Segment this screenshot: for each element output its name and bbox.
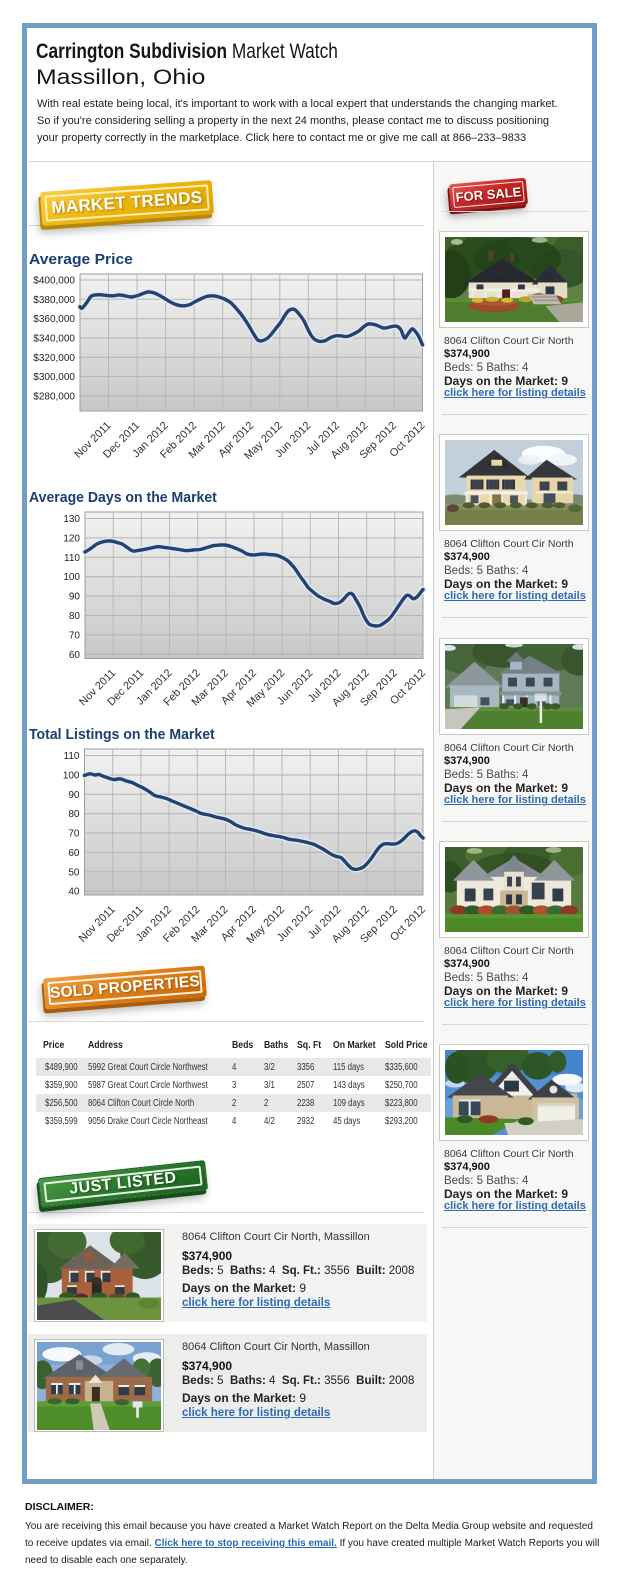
svg-text:110: 110 (64, 553, 80, 564)
svg-text:$360,000: $360,000 (33, 314, 75, 325)
svg-text:90: 90 (68, 790, 80, 801)
svg-text:60: 60 (68, 848, 80, 859)
svg-text:70: 70 (69, 630, 81, 641)
svg-text:$340,000: $340,000 (33, 334, 75, 345)
svg-text:110: 110 (64, 751, 80, 762)
svg-text:50: 50 (68, 867, 80, 878)
svg-text:90: 90 (69, 592, 81, 603)
svg-text:100: 100 (63, 771, 80, 782)
svg-text:100: 100 (63, 572, 80, 583)
svg-text:80: 80 (68, 809, 80, 820)
svg-text:$320,000: $320,000 (33, 353, 75, 364)
svg-text:$300,000: $300,000 (33, 372, 75, 383)
svg-text:60: 60 (69, 650, 81, 661)
svg-text:120: 120 (63, 533, 80, 544)
svg-text:80: 80 (69, 611, 81, 622)
svg-text:$280,000: $280,000 (33, 392, 75, 403)
svg-text:130: 130 (63, 514, 80, 525)
svg-text:70: 70 (68, 829, 80, 840)
svg-text:$400,000: $400,000 (33, 276, 75, 287)
svg-text:$380,000: $380,000 (33, 295, 75, 306)
svg-text:40: 40 (68, 887, 80, 898)
